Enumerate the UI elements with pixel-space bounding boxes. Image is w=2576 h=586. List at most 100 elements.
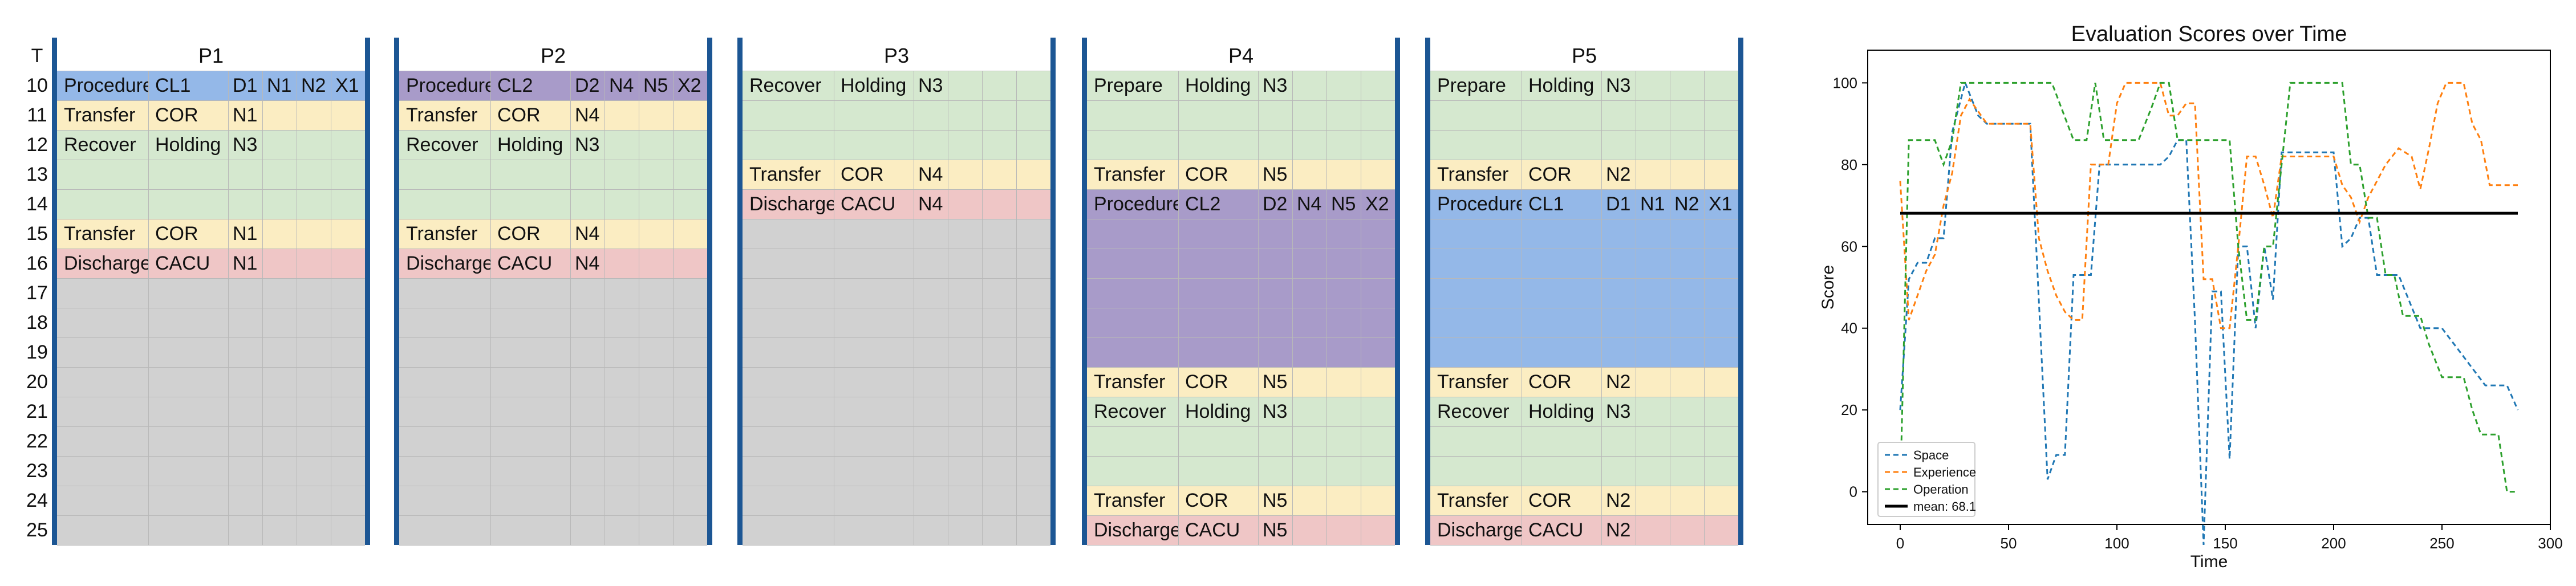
schedule-area: T 10 11 12 13 14 15 16 17 18 19 20 21 22 23 24 25 P1 Proce… — [26, 38, 1743, 546]
panel-header-p2: P2 — [540, 44, 566, 67]
y-tick-label: 20 — [1841, 401, 1857, 418]
schedule-block-discharge — [399, 249, 707, 278]
schedule-cell: CACU — [155, 252, 210, 274]
schedule-block-prepare — [1430, 71, 1738, 160]
schedule-block-recover — [1087, 397, 1395, 486]
schedule-cell: CACU — [1528, 519, 1584, 541]
schedule-cell: N5 — [1263, 163, 1288, 185]
panel-separator — [1425, 38, 1430, 545]
schedule-cell: CL2 — [1185, 193, 1221, 215]
schedule-cell: D1 — [233, 74, 258, 96]
grid-line — [1430, 456, 1738, 457]
schedule-block-transfer — [57, 100, 365, 130]
schedule-cell: COR — [497, 104, 541, 126]
schedule-cell: D2 — [1263, 193, 1288, 215]
time-label: 11 — [27, 104, 47, 126]
grid-line — [743, 456, 1050, 457]
series-line-operation — [1899, 82, 2516, 493]
plot-border — [1867, 50, 2551, 525]
schedule-cell: X2 — [1365, 193, 1389, 215]
x-tick-label: 150 — [2213, 535, 2237, 552]
schedule-cell: N3 — [575, 133, 600, 156]
grid-line — [1087, 367, 1395, 368]
grid-line — [1087, 337, 1395, 338]
time-label: 12 — [26, 133, 48, 156]
panel-header-p3: P3 — [883, 44, 910, 67]
schedule-block-discharge — [743, 189, 1050, 219]
schedule-cell: Discharge — [749, 193, 834, 215]
panel-separator — [1738, 38, 1743, 545]
grid-line — [743, 426, 1050, 427]
time-label: 24 — [26, 489, 48, 511]
schedule-block-transfer — [1087, 367, 1395, 397]
schedule-block-transfer — [1430, 160, 1738, 189]
y-axis-label: Score — [1819, 265, 1837, 310]
series-lines — [1899, 80, 2519, 545]
grid-line — [399, 337, 707, 338]
grid-line — [1087, 515, 1395, 516]
schedule-cell: N3 — [1263, 74, 1288, 96]
schedule-cell: Recover — [1437, 400, 1510, 422]
schedule-cell: Holding — [1185, 400, 1251, 422]
schedule-cell: X1 — [1709, 193, 1733, 215]
time-label: 21 — [26, 400, 48, 422]
grid-line — [57, 100, 365, 101]
y-tick-label: 80 — [1841, 156, 1857, 173]
schedule-cell: Discharge — [64, 252, 148, 274]
panel-separator — [394, 38, 399, 545]
grid-line — [1087, 426, 1395, 427]
chart-title: Evaluation Scores over Time — [2071, 22, 2347, 46]
schedule-block-transfer — [1430, 486, 1738, 515]
grid-line — [399, 189, 707, 190]
time-label: 14 — [26, 193, 48, 215]
schedule-cell: N1 — [1640, 193, 1665, 215]
schedule-cell: Transfer — [1094, 371, 1166, 393]
schedule-cell: D1 — [1606, 193, 1631, 215]
schedule-cell: COR — [1528, 163, 1572, 185]
grid-line — [1430, 278, 1738, 279]
panel-separator — [1082, 38, 1087, 545]
schedule-cell: Holding — [1528, 74, 1595, 96]
schedule-cell: Transfer — [1437, 371, 1509, 393]
grid-line — [1087, 189, 1395, 190]
schedule-cell: N5 — [1331, 193, 1356, 215]
schedule-cell: N2 — [301, 74, 326, 96]
schedule-cell: N3 — [1606, 400, 1631, 422]
legend: Space Experience Operation mean: 68.1 — [1877, 442, 1976, 517]
grid-line — [57, 130, 365, 131]
grid-line — [399, 278, 707, 279]
x-tick-label: 200 — [2321, 535, 2346, 552]
series-line-experience — [1899, 82, 2518, 329]
grid-line — [57, 189, 365, 190]
legend-label: Experience — [1913, 465, 1976, 479]
x-tick-label: 0 — [1896, 535, 1904, 552]
time-header: T — [31, 44, 43, 67]
legend-label: mean: 68.1 — [1913, 499, 1976, 514]
schedule-block-empty — [743, 219, 1050, 545]
legend-box — [1877, 442, 1975, 517]
grid-line — [399, 456, 707, 457]
schedule-block-transfer — [57, 219, 365, 249]
schedule-cell: D2 — [575, 74, 600, 96]
schedule-cell: COR — [1185, 371, 1228, 393]
schedule-block-transfer — [399, 100, 707, 130]
chart-area: Evaluation Scores over Time Time Score 0… — [1745, 0, 2576, 586]
schedule-cell: COR — [1528, 371, 1572, 393]
schedule-block-transfer — [743, 160, 1050, 189]
grid-line — [57, 515, 365, 516]
schedule-cell: N4 — [609, 74, 634, 96]
y-tick-label: 0 — [1849, 483, 1857, 500]
grid-line — [57, 456, 365, 457]
time-label: 25 — [26, 519, 48, 541]
schedule-cell: CL1 — [155, 74, 191, 96]
schedule-block-transfer — [1087, 160, 1395, 189]
schedule-block-procedure_purple — [399, 71, 707, 100]
schedule-cell: X2 — [678, 74, 701, 96]
schedule-block-recover — [743, 71, 1050, 160]
grid-line — [1087, 130, 1395, 131]
time-label: 10 — [26, 74, 48, 96]
schedule-cell: COR — [1185, 163, 1228, 185]
schedule-cell: CACU — [497, 252, 553, 274]
grid-line — [1430, 367, 1738, 368]
schedule-block-prepare — [1087, 71, 1395, 160]
